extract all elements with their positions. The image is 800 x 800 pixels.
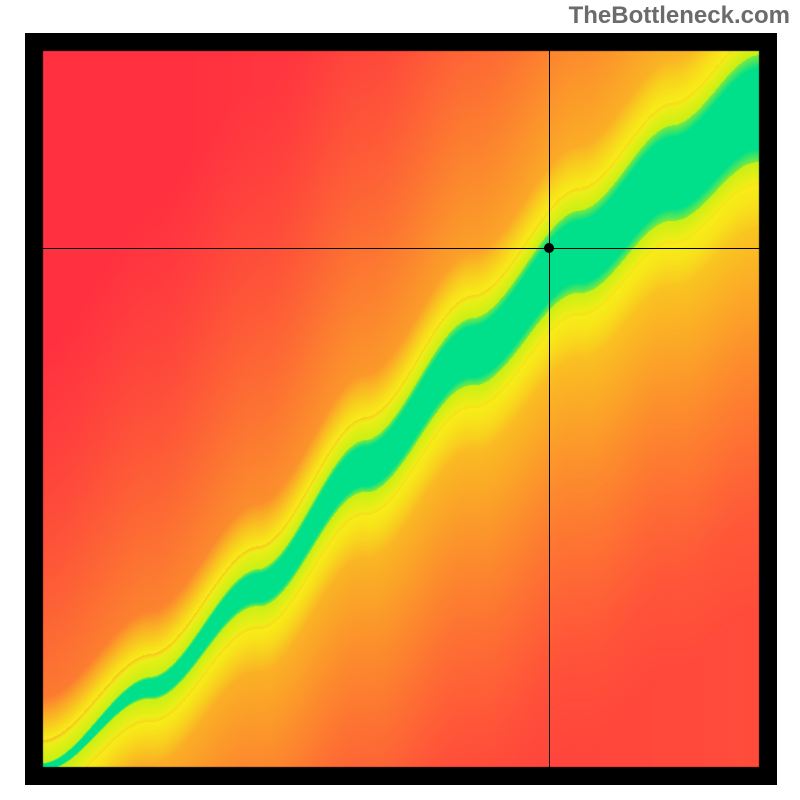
crosshair-horizontal: [25, 248, 777, 249]
marker-point: [544, 243, 554, 253]
crosshair-vertical: [549, 33, 550, 785]
chart-container: TheBottleneck.com: [0, 0, 800, 800]
attribution-label: TheBottleneck.com: [569, 2, 790, 30]
heatmap-canvas: [25, 33, 777, 785]
plot-area: [25, 33, 777, 785]
